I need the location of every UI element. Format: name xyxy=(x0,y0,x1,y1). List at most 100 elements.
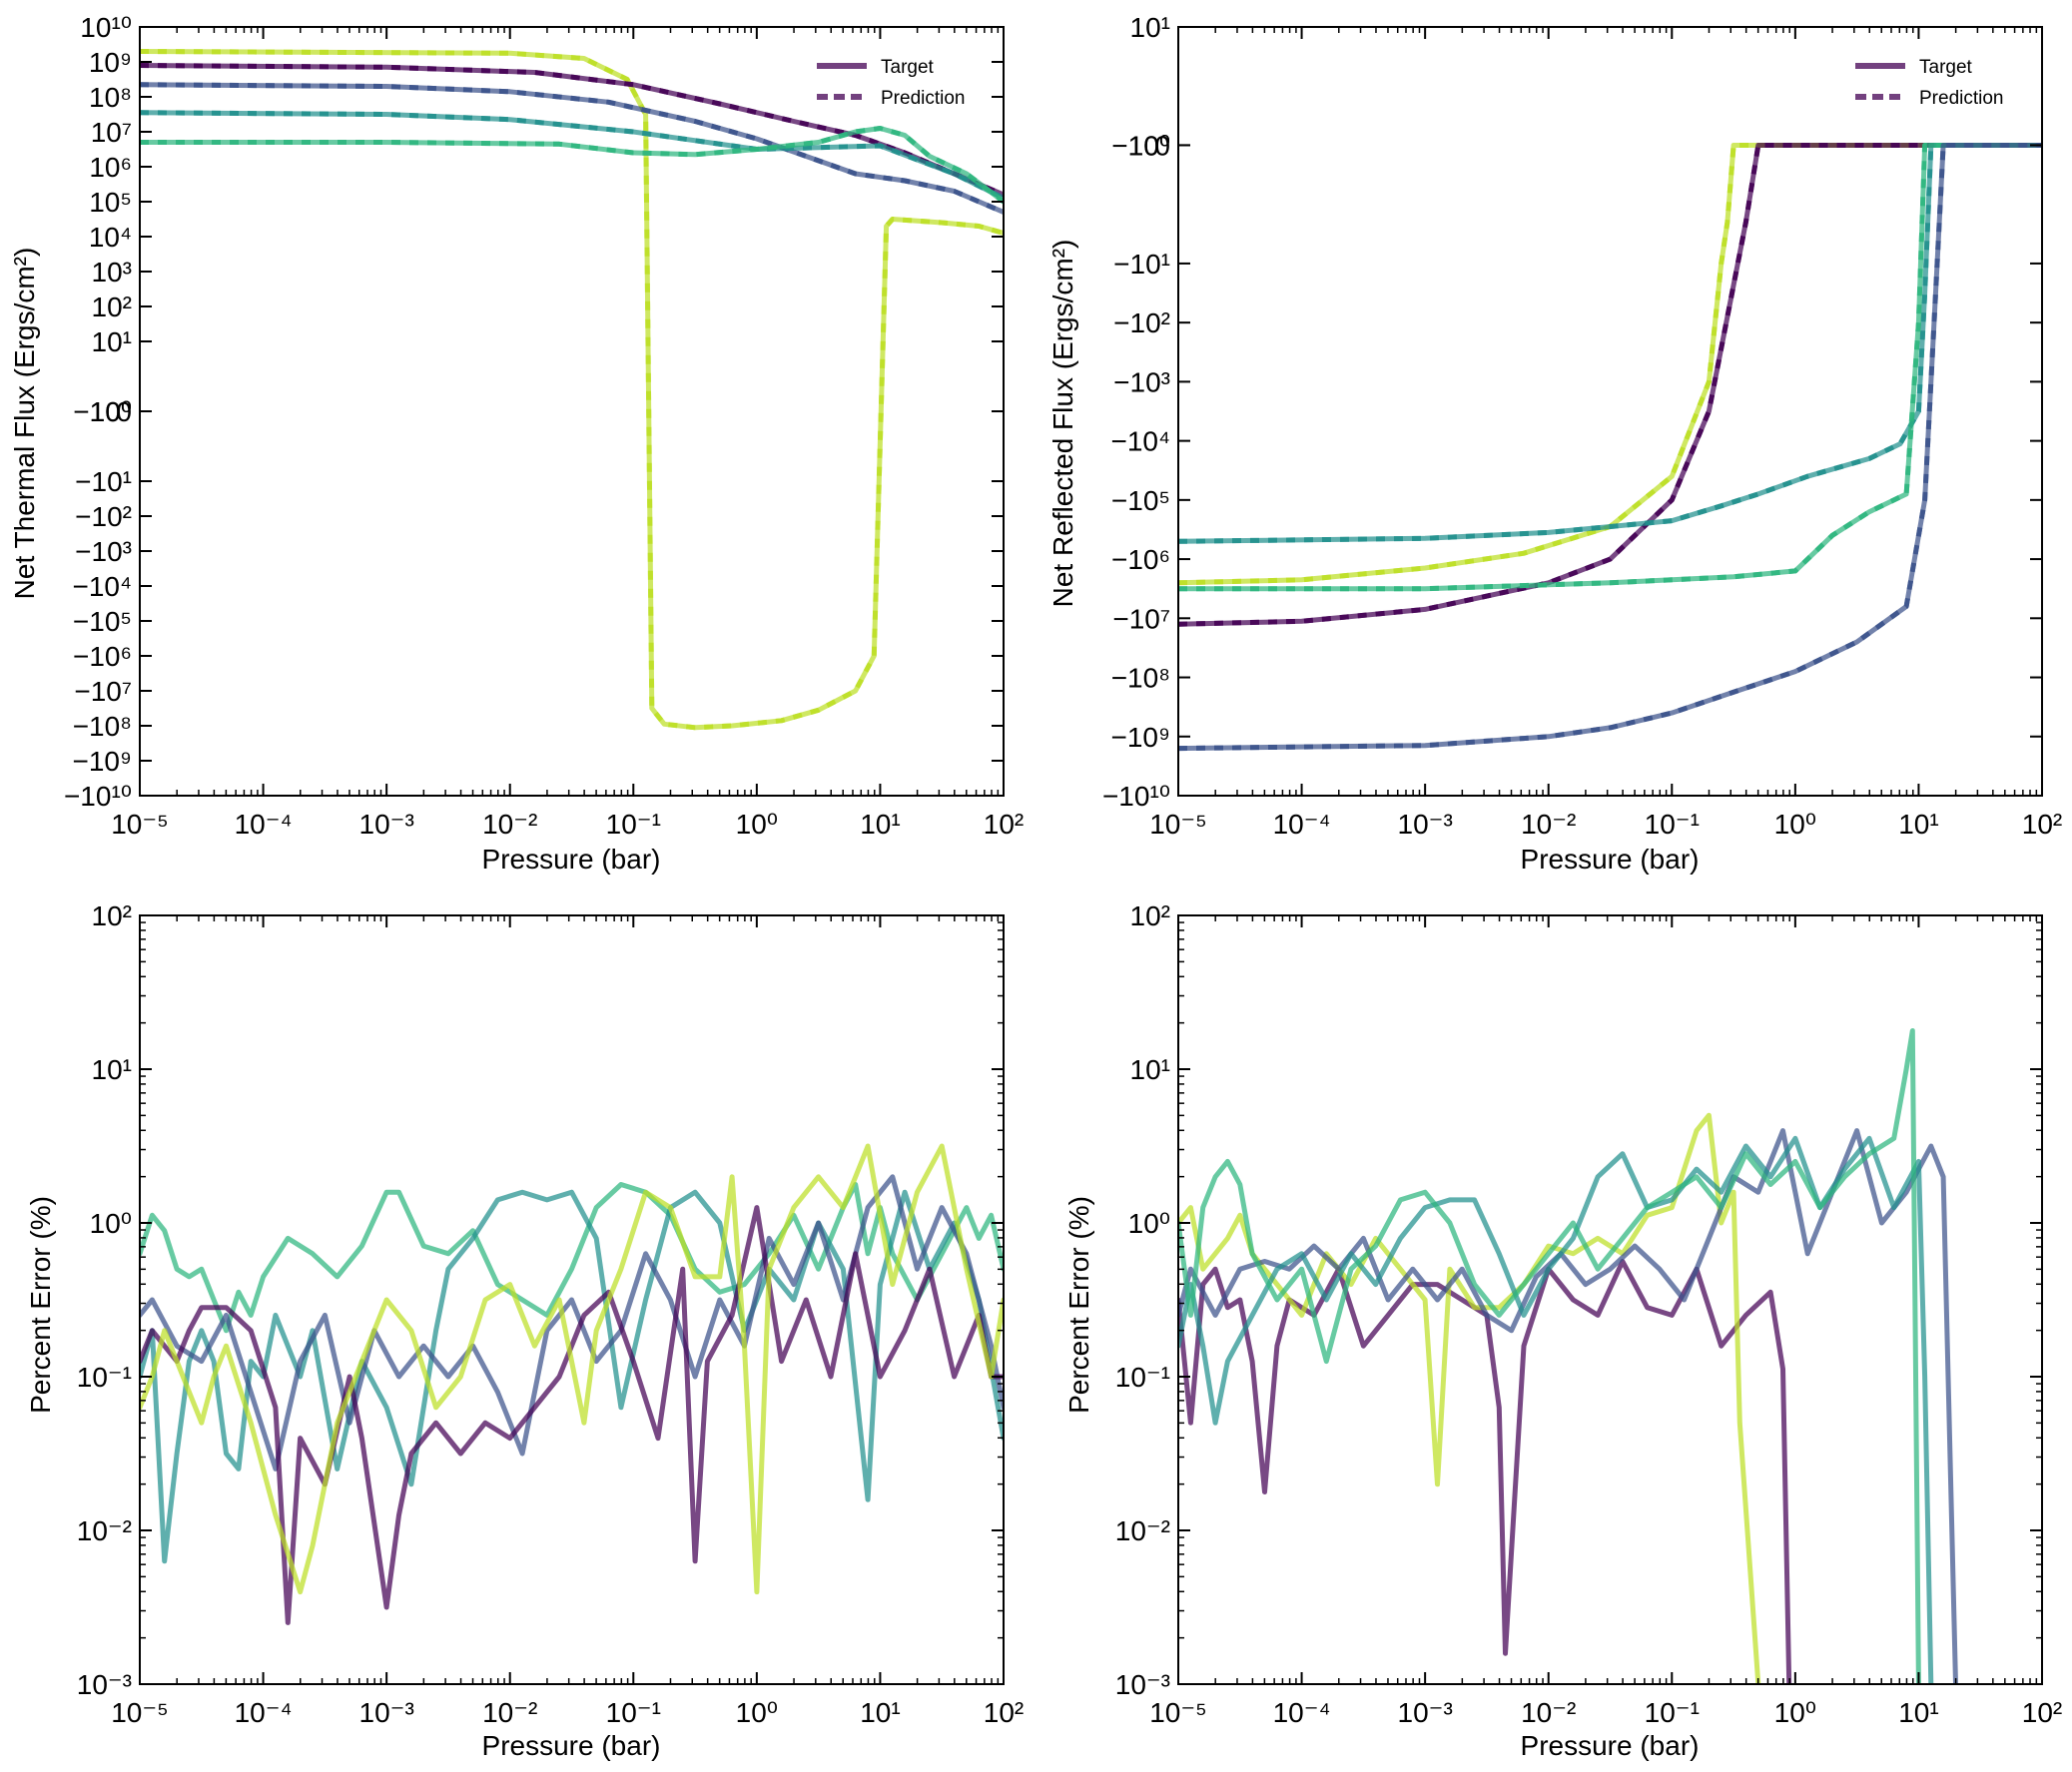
y-tick-label: 10⁻¹ xyxy=(77,1362,132,1393)
y-tick-label: 10⁻² xyxy=(77,1515,132,1546)
y-tick-label: 10¹ xyxy=(1130,12,1170,43)
thermal-flux-chart: Net Thermal Flux (Ergs/cm²) Pressure (ba… xyxy=(9,12,1024,875)
reflected-error-chart: Percent Error (%) Pressure (bar) 10⁻⁵ 10⁻… xyxy=(1063,900,2062,1761)
y-tick-label: 10³ xyxy=(92,257,132,288)
y-tick-label: −10¹⁰ xyxy=(64,781,132,812)
x-tick-label: 10⁻⁴ xyxy=(1273,809,1331,840)
x-tick-label: 10⁻² xyxy=(482,1697,537,1728)
x-tick-label: 10⁰ xyxy=(1774,1697,1816,1728)
reflected-ylabel: Net Reflected Flux (Ergs/cm²) xyxy=(1047,240,1078,608)
y-tick-label: −10⁶ xyxy=(1111,544,1170,575)
y-tick-label: 10⁻¹ xyxy=(1115,1362,1170,1393)
x-tick-label: 10¹ xyxy=(1898,1697,1938,1728)
series-group xyxy=(1178,1028,1958,1684)
thermal-legend: Target Prediction xyxy=(817,57,966,109)
x-tick-label: 10⁻⁵ xyxy=(111,809,169,840)
series-prediction-line-5 xyxy=(1178,143,2042,752)
x-tick-label: 10⁻⁴ xyxy=(235,809,293,840)
series-prediction-line-4 xyxy=(1178,143,2042,592)
series-prediction-line-2 xyxy=(1178,143,2042,627)
x-tick-label: 10⁻⁴ xyxy=(1273,1697,1331,1728)
y-tick-label: −10⁴ xyxy=(1110,426,1170,457)
x-tick-label: 10⁻² xyxy=(1521,1697,1576,1728)
legend-prediction-label: Prediction xyxy=(1919,88,2004,109)
y-tick-label: 10⁰ xyxy=(1128,1208,1170,1239)
series-prediction-line-3 xyxy=(1178,143,2042,544)
x-tick-label: 10⁻² xyxy=(482,809,537,840)
y-tick-label: −10² xyxy=(75,501,132,532)
x-tick-label: 10⁻² xyxy=(1521,809,1576,840)
x-tick-label: 10⁻¹ xyxy=(606,809,661,840)
reflected-error-ylabel: Percent Error (%) xyxy=(1063,1196,1094,1414)
y-tick-label: 10⁴ xyxy=(89,222,132,253)
x-tick-label: 10⁻⁵ xyxy=(111,1697,169,1728)
series-prediction-line-5 xyxy=(140,126,1004,204)
x-tick-label: 10⁻³ xyxy=(1398,809,1453,840)
x-tick-label: 10⁻¹ xyxy=(1645,809,1700,840)
y-tick-label: 10¹ xyxy=(1130,1054,1170,1085)
y-tick-label: −10¹ xyxy=(75,466,132,497)
legend-prediction-label: Prediction xyxy=(881,88,966,109)
y-tick-label: −10⁵ xyxy=(73,606,132,637)
y-tick-label: 10⁻² xyxy=(1115,1515,1170,1546)
series-line-5 xyxy=(1178,1028,1921,1684)
y-tick-label: 10⁹ xyxy=(89,47,132,78)
x-tick-label: 10⁻³ xyxy=(359,1697,414,1728)
x-tick-label: 10¹ xyxy=(860,1697,900,1728)
x-tick-label: 10⁰ xyxy=(736,809,778,840)
y-tick-label: 10² xyxy=(92,900,132,931)
y-tick-label: 10¹ xyxy=(92,1054,132,1085)
x-tick-label: 10⁰ xyxy=(1774,809,1816,840)
y-tick-label: −10⁷ xyxy=(1112,603,1170,634)
x-tick-label: 10⁻⁵ xyxy=(1149,809,1207,840)
y-tick-label: 10⁻³ xyxy=(77,1669,132,1700)
y-tick-label: 10⁰ xyxy=(90,1208,132,1239)
series-group xyxy=(1178,143,2042,752)
x-tick-label: 10² xyxy=(2022,1697,2062,1728)
y-tick-label: −10⁶ xyxy=(73,641,132,672)
y-tick-label: −10⁰ xyxy=(73,396,132,427)
series-prediction-line-1 xyxy=(1178,143,2042,586)
y-tick-label: 10⁶ xyxy=(89,152,132,183)
x-tick-label: 10⁰ xyxy=(736,1697,778,1728)
x-tick-label: 10⁻³ xyxy=(359,809,414,840)
x-tick-label: 10¹ xyxy=(860,809,900,840)
y-tick-label: 10⁰ xyxy=(90,396,132,427)
reflected-legend: Target Prediction xyxy=(1855,57,2004,109)
legend-target-label: Target xyxy=(881,57,935,78)
y-tick-label: −10⁵ xyxy=(1111,485,1170,516)
thermal-error-ylabel: Percent Error (%) xyxy=(25,1196,56,1414)
axes-frame xyxy=(1177,26,2043,797)
series-line-5 xyxy=(140,1143,1004,1595)
x-tick-label: 10⁻¹ xyxy=(606,1697,661,1728)
reflected-error-xlabel: Pressure (bar) xyxy=(1521,1730,1700,1761)
thermal-error-chart: Percent Error (%) Pressure (bar) 10⁻⁵ 10⁻… xyxy=(25,900,1024,1761)
y-tick-label: 0 xyxy=(1154,130,1170,161)
x-tick-label: 10⁻¹ xyxy=(1645,1697,1700,1728)
x-tick-label: 10² xyxy=(2022,809,2062,840)
series-line-3 xyxy=(140,1174,1004,1472)
x-tick-label: 10⁻⁵ xyxy=(1149,1697,1207,1728)
x-tick-label: 10⁻³ xyxy=(1398,1697,1453,1728)
thermal-ylabel: Net Thermal Flux (Ergs/cm²) xyxy=(9,248,40,600)
y-tick-label: 10⁸ xyxy=(89,82,132,113)
y-tick-label: −10⁹ xyxy=(73,746,133,777)
thermal-error-xlabel: Pressure (bar) xyxy=(482,1730,661,1761)
y-tick-label: 10⁻³ xyxy=(1115,1669,1170,1700)
x-tick-label: 10² xyxy=(984,809,1024,840)
reflected-xlabel: Pressure (bar) xyxy=(1521,844,1700,875)
y-tick-label: 10¹ xyxy=(92,326,132,357)
y-tick-label: 0 xyxy=(116,396,132,427)
y-tick-label: −10⁷ xyxy=(74,676,132,707)
y-tick-label: −10¹⁰ xyxy=(1102,781,1170,812)
y-tick-label: 10⁷ xyxy=(91,117,132,148)
series-group xyxy=(140,1143,1004,1625)
y-tick-label: −10⁰ xyxy=(1111,130,1170,161)
series-group xyxy=(140,49,1004,731)
y-tick-label: −10¹ xyxy=(1113,249,1170,280)
y-tick-label: 10¹⁰ xyxy=(80,12,132,43)
axes-frame xyxy=(139,914,1005,1685)
axes-frame xyxy=(1177,914,2043,1685)
